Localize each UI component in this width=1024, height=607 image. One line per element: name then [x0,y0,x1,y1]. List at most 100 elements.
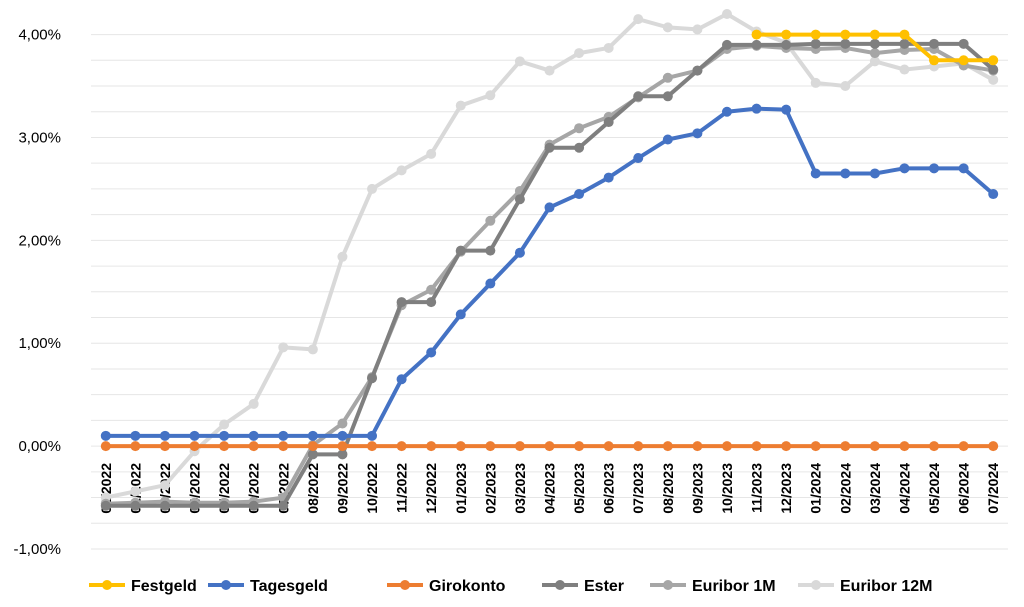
data-point-ester [189,500,200,511]
data-point-girokonto [130,441,141,452]
data-point-tagesgeld [781,104,792,115]
data-point-euribor-12m [840,81,851,92]
legend-label: Euribor 12M [840,578,932,595]
data-point-euribor-12m [574,48,585,59]
y-axis-tick-labels: -1,00% 0,00% 1,00% 2,00% 3,00% 4,00% [13,27,61,558]
data-point-euribor-12m [278,342,289,353]
data-point-tagesgeld [751,103,762,114]
data-point-tagesgeld [810,168,821,179]
legend-item-tagesgeld: Tagesgeld [208,578,328,595]
x-tick-label: 08/2022 [305,463,321,514]
data-point-euribor-12m [899,64,910,75]
data-point-euribor-12m [810,77,821,88]
x-tick-label: 11/2022 [394,463,410,513]
data-point-festgeld [988,55,999,66]
series-line-tagesgeld [103,106,996,438]
legend-item-girokonto: Girokonto [387,578,506,595]
data-point-ester [633,91,644,102]
legend-item-euribor-1m: Euribor 1M [650,578,776,595]
data-point-girokonto [721,441,732,452]
data-point-euribor-12m [692,24,703,35]
legend-marker [102,580,112,590]
data-point-tagesgeld [721,106,732,117]
legend-marker [663,580,673,590]
x-tick-label: 09/2022 [334,463,350,514]
data-point-euribor-1m [337,418,348,429]
data-point-ester [100,500,111,511]
data-point-girokonto [367,441,378,452]
data-point-ester [574,142,585,153]
data-point-ester [899,38,910,49]
data-point-tagesgeld [455,309,466,320]
legend-label: Festgeld [131,578,197,595]
data-point-festgeld [869,29,880,40]
data-point-ester [988,64,999,75]
legend-item-festgeld: Festgeld [89,578,197,595]
data-point-ester [455,245,466,256]
data-point-girokonto [781,441,792,452]
legend-marker [555,580,565,590]
legend-item-ester: Ester [542,578,624,595]
legend-marker [400,580,410,590]
data-point-girokonto [455,441,466,452]
data-point-tagesgeld [574,189,585,200]
legend-label: Girokonto [429,578,506,595]
data-point-euribor-12m [426,148,437,159]
data-point-festgeld [929,55,940,66]
data-point-ester [426,297,437,308]
x-tick-label: 12/2023 [778,463,794,514]
data-point-girokonto [958,441,969,452]
data-point-tagesgeld [514,247,525,258]
series-group [100,9,999,511]
series-tagesgeld [100,103,999,441]
data-point-euribor-12m [544,65,555,76]
x-tick-label: 07/2024 [985,463,1001,514]
legend: Festgeld Tagesgeld Girokonto Ester Euribor 1… [89,578,932,595]
data-point-ester [662,91,673,102]
data-point-tagesgeld [219,430,230,441]
data-point-tagesgeld [603,172,614,183]
series-girokonto [100,441,999,452]
data-point-euribor-12m [869,56,880,67]
data-point-euribor-12m [130,486,141,497]
data-point-girokonto [544,441,555,452]
data-point-ester [781,39,792,50]
x-tick-label: 10/2023 [719,463,735,514]
data-point-ester [307,449,318,460]
data-point-girokonto [899,441,910,452]
data-point-girokonto [396,441,407,452]
x-tick-label: 03/2023 [512,463,528,514]
data-point-ester [219,500,230,511]
data-point-tagesgeld [988,189,999,200]
data-point-tagesgeld [869,168,880,179]
x-tick-label: 05/2024 [926,463,942,514]
legend-marker [221,580,231,590]
data-point-girokonto [869,441,880,452]
y-tick-label: 1,00% [18,335,61,352]
data-point-festgeld [781,29,792,40]
data-point-euribor-12m [248,398,259,409]
data-point-ester [721,39,732,50]
data-point-girokonto [633,441,644,452]
data-point-festgeld [840,29,851,40]
x-tick-label: 06/2024 [956,463,972,514]
data-point-euribor-12m [721,9,732,19]
data-point-ester [929,38,940,49]
y-tick-label: 2,00% [18,232,61,249]
data-point-ester [396,297,407,308]
series-ester [100,38,999,511]
data-point-festgeld [751,29,762,40]
data-point-ester [130,500,141,511]
data-point-ester [278,500,289,511]
data-point-euribor-12m [219,419,230,430]
data-point-girokonto [603,441,614,452]
legend-label: Euribor 1M [692,578,776,595]
data-point-girokonto [159,441,170,452]
x-tick-label: 07/2023 [630,463,646,514]
data-point-tagesgeld [159,430,170,441]
legend-label: Tagesgeld [250,578,328,595]
x-tick-label: 02/2023 [482,463,498,514]
series-euribor-12m [100,9,999,503]
data-point-girokonto [662,441,673,452]
